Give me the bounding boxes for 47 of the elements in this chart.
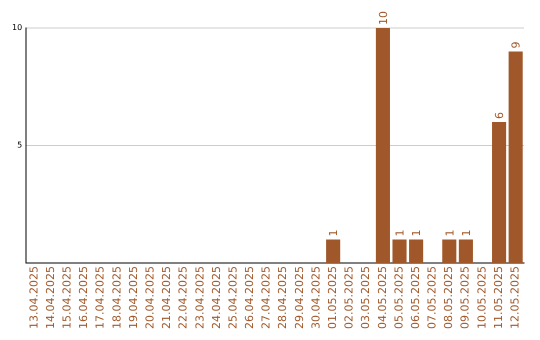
data-label: 10 bbox=[376, 11, 390, 25]
x-tick-label: 07.05.2025 bbox=[426, 266, 439, 330]
x-tick-label: 17.04.2025 bbox=[94, 266, 107, 330]
x-tick-label: 05.05.2025 bbox=[392, 266, 406, 330]
data-label: 9 bbox=[510, 42, 523, 48]
x-tick-label: 04.05.2025 bbox=[376, 266, 389, 330]
bar bbox=[458, 240, 473, 264]
x-tick-label: 06.05.2025 bbox=[408, 266, 422, 330]
data-label: 1 bbox=[410, 230, 424, 237]
x-tick-label: 29.04.2025 bbox=[292, 266, 306, 330]
x-tick-label: 25.04.2025 bbox=[226, 266, 240, 330]
x-tick-label: 23.04.2025 bbox=[193, 266, 206, 330]
data-label: 1 bbox=[394, 230, 407, 237]
x-tick-label: 08.05.2025 bbox=[442, 266, 456, 330]
bar bbox=[376, 28, 390, 264]
x-tick-label: 11.05.2025 bbox=[492, 266, 505, 330]
x-tick-label: 16.04.2025 bbox=[77, 266, 90, 330]
x-tick-label: 27.04.2025 bbox=[260, 266, 273, 330]
bar bbox=[326, 240, 340, 264]
x-tick-label: 20.04.2025 bbox=[143, 266, 156, 330]
x-tick-label: 28.04.2025 bbox=[276, 266, 290, 330]
x-tick-label: 22.04.2025 bbox=[176, 266, 190, 330]
x-tick-label: 19.04.2025 bbox=[126, 266, 140, 330]
x-tick-label: 26.04.2025 bbox=[243, 266, 256, 330]
x-tick-label: 30.04.2025 bbox=[309, 266, 322, 330]
y-tick-label: 5 bbox=[17, 140, 22, 150]
data-label: 1 bbox=[327, 230, 340, 237]
x-tick-label: 15.04.2025 bbox=[60, 266, 74, 330]
x-tick-label: 03.05.2025 bbox=[359, 266, 372, 330]
x-tick-label: 10.05.2025 bbox=[475, 266, 488, 330]
data-label: 1 bbox=[460, 230, 473, 237]
x-tick-label: 12.05.2025 bbox=[508, 266, 522, 330]
data-label: 6 bbox=[493, 112, 506, 120]
bar bbox=[492, 122, 506, 264]
x-tick-label: 09.05.2025 bbox=[458, 266, 472, 330]
x-tick-label: 24.04.2025 bbox=[210, 266, 223, 330]
bar bbox=[409, 240, 424, 264]
x-tick-label: 01.05.2025 bbox=[326, 266, 340, 330]
data-label: 1 bbox=[443, 230, 456, 237]
x-tick-label: 18.04.2025 bbox=[110, 266, 124, 330]
bar bbox=[392, 240, 407, 264]
x-tick-label: 02.05.2025 bbox=[342, 266, 356, 330]
bar bbox=[442, 240, 456, 264]
x-tick-label: 21.04.2025 bbox=[160, 266, 174, 330]
x-tick-label: 14.04.2025 bbox=[44, 266, 57, 330]
x-tick-label: 13.04.2025 bbox=[27, 266, 40, 330]
bar bbox=[508, 52, 523, 264]
